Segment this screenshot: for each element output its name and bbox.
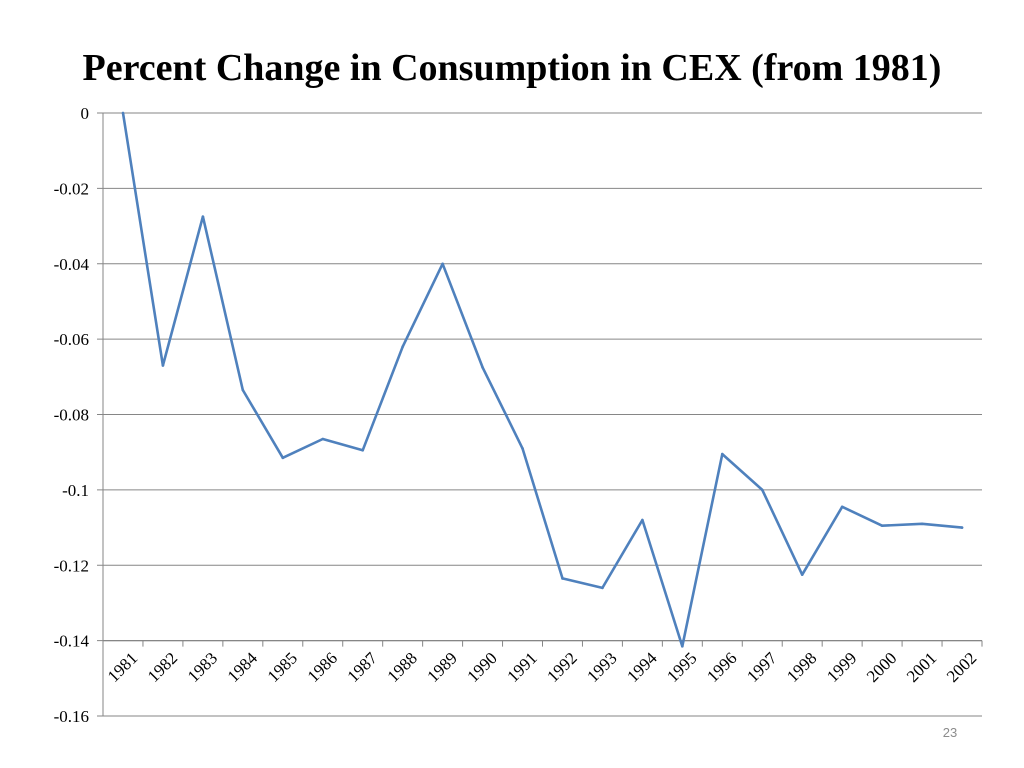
x-tick-label: 2000 [863,649,900,686]
data-point [361,449,365,452]
x-tick-label: 1989 [423,649,460,686]
y-tick-label: -0.06 [54,330,89,349]
y-tick-label: -0.16 [54,707,89,726]
x-tick-label: 1988 [383,649,420,686]
data-point [760,488,764,492]
data-point [441,262,444,266]
x-axis-tick-labels: 1981 1982 1983 1984 1985 1986 1987 1988 1989 1990… [104,648,981,686]
data-point [161,364,165,367]
data-point [681,644,684,648]
data-point [800,573,804,576]
x-tick-label: 1982 [144,649,181,686]
x-tick-label: 1991 [503,649,540,686]
page-number: 23 [942,725,958,740]
data-point [281,456,285,460]
data-point [121,111,125,115]
gridlines [103,112,982,717]
x-tick-label: 1998 [783,649,820,686]
data-point [481,366,484,369]
x-tick-label: 1999 [823,649,860,686]
x-tick-label: 1984 [224,648,262,686]
data-point [561,577,564,580]
y-tick-label: -0.1 [62,481,89,500]
x-tick-label: 1990 [463,649,500,686]
data-point [601,586,604,590]
data-point [720,452,724,456]
chart-title: Percent Change in Consumption in CEX (fr… [82,47,942,89]
data-point [880,524,884,527]
x-tick-label: 1993 [583,649,620,686]
x-tick-label: 1997 [743,648,781,686]
data-point [840,505,844,509]
x-tick-label: 1985 [264,649,301,686]
data-point [920,522,924,526]
axes [97,112,983,717]
series-layer [121,111,964,648]
data-point [521,447,524,450]
x-tick-label: 1983 [184,649,221,686]
x-tick-label: 2001 [903,649,940,686]
data-point [241,388,245,392]
y-tick-label: -0.08 [54,406,89,425]
data-point [201,215,205,218]
x-tick-label: 1992 [543,649,580,686]
x-tick-label: 1981 [104,649,141,686]
x-tick-label: 1996 [703,649,740,686]
x-tick-label: 1994 [623,648,661,686]
y-tick-label: -0.02 [54,179,89,198]
series-line [121,111,964,648]
x-tick-label: 1995 [663,649,700,686]
x-tick-label: 1987 [344,648,382,686]
y-tick-label: 0 [81,104,90,123]
y-axis-tick-labels: 0 -0.02 -0.04 -0.06 -0.08 -0.1 -0.12 -0.14 -0.16 [54,104,90,726]
data-point [960,526,964,529]
x-tick-label: 1986 [304,649,341,686]
y-tick-label: -0.12 [54,556,89,575]
y-tick-label: -0.04 [54,255,90,274]
data-point [641,518,644,522]
data-point [321,437,325,441]
data-point [401,345,404,348]
y-tick-label: -0.14 [54,632,90,651]
x-tick-label: 2002 [943,649,980,686]
